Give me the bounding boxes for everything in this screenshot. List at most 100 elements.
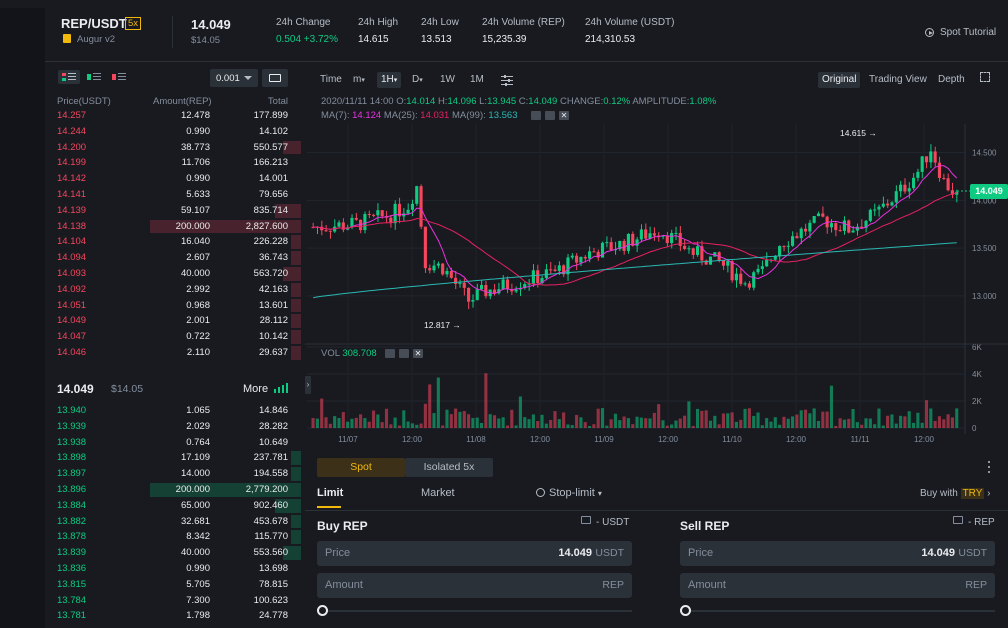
both-sides-view-icon[interactable] [58, 70, 80, 84]
ask-row[interactable]: 14.199 11.706 166.213 [45, 155, 301, 171]
bid-row[interactable]: 13.815 5.705 78.815 [45, 577, 301, 593]
bid-row[interactable]: 13.898 17.109 237.781 [45, 450, 301, 466]
volume-close-icon[interactable]: ✕ [413, 349, 423, 358]
timeframe-1m[interactable]: 1M [470, 74, 484, 85]
volume-bar [557, 419, 561, 428]
volume-bar [808, 413, 812, 428]
sell-slider-track[interactable] [684, 610, 995, 612]
sell-price-input[interactable]: Price 14.049 USDT [680, 541, 995, 566]
candle-body [739, 273, 743, 284]
order-type-stop-limit[interactable]: Stop-limit ▾ [549, 487, 602, 499]
more-link[interactable]: More [243, 383, 269, 395]
timeframe-day[interactable]: D▾ [412, 74, 423, 85]
buy-amount-input[interactable]: Amount REP [317, 573, 632, 598]
bid-row[interactable]: 13.836 0.990 13.698 [45, 561, 301, 577]
ask-row[interactable]: 14.244 0.990 14.102 [45, 124, 301, 140]
spot-tutorial-link[interactable]: Spot Tutorial [940, 27, 997, 38]
volume-bar [346, 421, 350, 428]
ask-row[interactable]: 14.047 0.722 10.142 [45, 329, 301, 345]
orderbook-settings-button[interactable] [262, 69, 288, 87]
order-type-limit[interactable]: Limit [317, 487, 344, 499]
ask-row[interactable]: 14.141 5.633 79.656 [45, 187, 301, 203]
volume-gear-icon[interactable] [399, 349, 409, 358]
ask-row[interactable]: 14.142 0.990 14.001 [45, 171, 301, 187]
timeframe-1h[interactable]: 1H▾ [377, 72, 402, 88]
view-tradingview[interactable]: Trading View [869, 74, 927, 85]
info-icon[interactable] [536, 488, 545, 497]
volume-bar [639, 417, 643, 428]
sell-slider-handle[interactable] [680, 605, 691, 616]
bid-row[interactable]: 13.839 40.000 553.560 [45, 545, 301, 561]
eye-icon[interactable] [531, 111, 541, 120]
ma99-label: MA(99): [451, 110, 486, 121]
gear-icon[interactable] [545, 111, 555, 120]
candle-body [881, 203, 885, 207]
bid-row[interactable]: 13.938 0.764 10.649 [45, 435, 301, 451]
ask-row[interactable]: 14.094 2.607 36.743 [45, 250, 301, 266]
augur-logo-icon [63, 34, 71, 43]
ask-row[interactable]: 14.093 40.000 563.720 [45, 266, 301, 282]
bid-row[interactable]: 13.897 14.000 194.558 [45, 466, 301, 482]
view-depth[interactable]: Depth [938, 74, 965, 85]
tab-isolated-lev: 5x [463, 461, 475, 473]
token-name[interactable]: Augur v2 [77, 34, 116, 45]
ask-row[interactable]: 14.138 200.000 2,827.600 [45, 219, 301, 235]
bid-row[interactable]: 13.878 8.342 115.770 [45, 529, 301, 545]
indicator-settings-icon[interactable] [501, 75, 513, 86]
candle-body [734, 273, 738, 281]
buy-slider-track[interactable] [321, 610, 632, 612]
buy-price-unit: USDT [595, 547, 624, 559]
row-amount: 0.990 [186, 173, 210, 185]
row-total: 835.714 [253, 204, 288, 216]
volume-bar [816, 420, 821, 428]
volume-bar [665, 425, 669, 428]
volume-bar [739, 419, 743, 428]
buy-with-link[interactable]: Buy with TRY › [920, 488, 991, 499]
bid-row[interactable]: 13.896 200.000 2,779.200 [45, 482, 301, 498]
asks-view-icon[interactable] [111, 70, 127, 84]
timeframe-time[interactable]: Time [320, 74, 342, 85]
volume-bar [657, 404, 661, 428]
bid-row[interactable]: 13.781 1.798 24.778 [45, 608, 301, 624]
sell-amount-input[interactable]: Amount REP [680, 573, 995, 598]
view-original[interactable]: Original [818, 72, 861, 88]
precision-select[interactable]: 0.001 [210, 69, 258, 87]
play-icon[interactable] [925, 28, 934, 37]
ask-row[interactable]: 14.139 59.107 835.714 [45, 203, 301, 219]
timeframe-1w[interactable]: 1W [440, 74, 455, 85]
candle-body [894, 191, 898, 203]
volume-bar [847, 418, 851, 428]
pair-symbol[interactable]: REP/USDT [61, 16, 127, 31]
ask-row[interactable]: 14.051 0.968 13.601 [45, 298, 301, 314]
volume-eye-icon[interactable] [385, 349, 395, 358]
buy-price-input[interactable]: Price 14.049 USDT [317, 541, 632, 566]
panel-collapse-handle[interactable]: › [305, 376, 311, 394]
ask-row[interactable]: 14.104 16.040 226.228 [45, 234, 301, 250]
more-options-icon[interactable] [987, 460, 991, 474]
volume-bar [868, 418, 872, 428]
volume-bar [320, 398, 324, 428]
ask-row[interactable]: 14.049 2.001 28.112 [45, 313, 301, 329]
buy-slider-handle[interactable] [317, 605, 328, 616]
candlestick-chart[interactable]: 14.500 14.000 13.500 13.000 6K 4K 2K 0 11/07 12:0… [305, 64, 1008, 448]
tab-spot[interactable]: Spot [317, 458, 405, 477]
bid-row[interactable]: 13.940 1.065 14.846 [45, 403, 301, 419]
close-icon[interactable]: ✕ [559, 111, 569, 120]
timeframe-minute[interactable]: m▾ [353, 74, 365, 85]
bid-row[interactable]: 13.784 7.300 100.623 [45, 593, 301, 609]
bid-row[interactable]: 13.939 2.029 28.282 [45, 419, 301, 435]
bid-row[interactable]: 13.882 32.681 453.678 [45, 514, 301, 530]
fullscreen-icon[interactable] [980, 72, 990, 82]
high-value: 14.096 [447, 96, 477, 107]
candle-body [376, 210, 380, 216]
order-type-market[interactable]: Market [421, 487, 455, 499]
ask-row[interactable]: 14.200 38.773 550.577 [45, 140, 301, 156]
volume-bar [402, 410, 406, 428]
bid-row[interactable]: 13.884 65.000 902.460 [45, 498, 301, 514]
tab-isolated[interactable]: Isolated 5x [405, 458, 493, 477]
ask-row[interactable]: 14.046 2.110 29.637 [45, 345, 301, 361]
bids-view-icon[interactable] [86, 70, 102, 84]
volume-bar [501, 417, 505, 428]
ask-row[interactable]: 14.257 12.478 177.899 [45, 108, 301, 124]
ask-row[interactable]: 14.092 2.992 42.163 [45, 282, 301, 298]
